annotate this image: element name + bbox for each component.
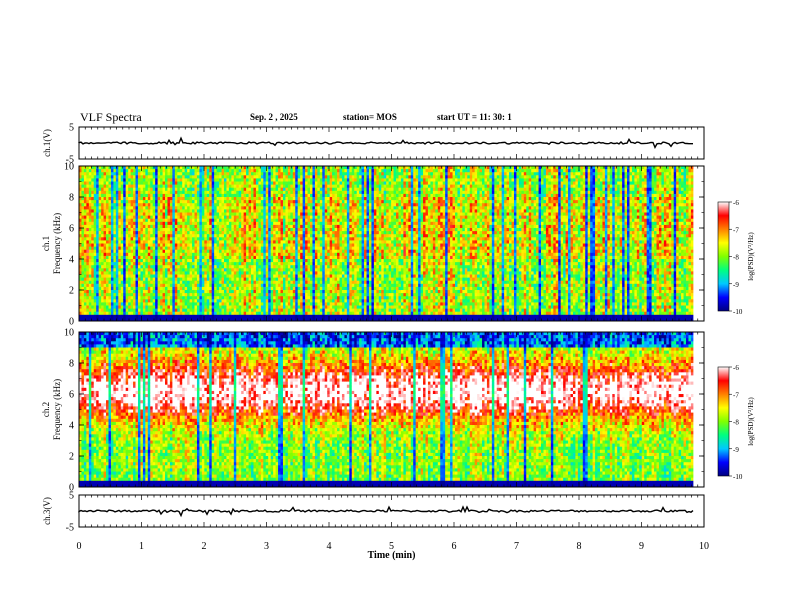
channel-label: ch.1(V)	[42, 129, 52, 157]
colorbar-tick-label: -9	[733, 446, 739, 454]
panel-ch-1-v-: 5 -5 ch.1(V)	[42, 123, 705, 166]
y-tick-label: 6	[69, 390, 74, 401]
station-label: station= MOS	[343, 112, 397, 122]
spectrogram-image	[79, 166, 694, 322]
y-axis-label: Frequency (kHz)	[52, 379, 62, 440]
x-tick-label: 5	[389, 541, 394, 552]
y-axis-label: Frequency (kHz)	[52, 213, 62, 274]
y-tick-label: 5	[69, 123, 74, 134]
y-tick-label: 10	[64, 162, 74, 173]
colorbar-tick-label: -10	[733, 473, 743, 481]
y-tick-label: 4	[69, 421, 74, 432]
y-tick-label: 6	[69, 224, 74, 235]
colorbar-tick-label: -8	[733, 254, 739, 262]
colorbar-gradient	[717, 201, 730, 312]
channel-label: ch.2	[41, 402, 51, 417]
colorbar: -6 -7 -8 -9 -10 log(PSD)(V²/Hz)	[717, 199, 755, 316]
channel-label: ch.3(V)	[42, 497, 52, 525]
no-data-region	[693, 166, 704, 321]
x-tick-label: 8	[577, 541, 582, 552]
y-tick-label: 2	[69, 452, 74, 463]
colorbar-tick-label: -8	[733, 419, 739, 427]
y-tick-label: 8	[69, 359, 74, 370]
colorbar-tick-label: -9	[733, 281, 739, 289]
colorbar-tick-label: -6	[733, 364, 739, 372]
y-tick-label: 2	[69, 286, 74, 297]
panel-ch-1: 0 2 4 6 8 10 ch.1 Frequency (kHz) -6 -7 -8 -9 -10 log…	[41, 162, 755, 328]
x-tick-label: 9	[639, 541, 644, 552]
panel-ch-3-v-: 5 -5 ch.3(V)	[42, 491, 705, 534]
y-tick-label: 8	[69, 193, 74, 204]
date-label: Sep. 2 , 2025	[250, 112, 298, 122]
x-tick-label: 6	[452, 541, 457, 552]
colorbar-label: log(PSD)(V²/Hz)	[747, 397, 755, 446]
channel-label: ch.1	[41, 236, 51, 251]
x-tick-label: 4	[327, 541, 332, 552]
colorbar-gradient	[717, 366, 730, 477]
waveform-trace	[78, 505, 694, 518]
y-tick-label: 0	[69, 317, 74, 328]
start-time-label: start UT = 11: 30: 1	[437, 112, 512, 122]
colorbar: -6 -7 -8 -9 -10 log(PSD)(V²/Hz)	[717, 364, 755, 481]
no-data-region	[693, 332, 704, 487]
y-tick-label: 0	[69, 483, 74, 494]
y-tick-label: -5	[66, 523, 74, 534]
y-tick-label: -5	[66, 155, 74, 166]
x-tick-label: 0	[77, 541, 82, 552]
waveform-trace	[78, 136, 693, 150]
x-tick-label: 2	[202, 541, 207, 552]
y-tick-label: 4	[69, 255, 74, 266]
colorbar-tick-label: -7	[733, 226, 739, 234]
x-tick-label: 7	[514, 541, 519, 552]
y-tick-label: 5	[69, 491, 74, 502]
x-tick-label: 10	[699, 541, 709, 552]
x-axis-label: Time (min)	[368, 550, 416, 561]
chart-title: VLF Spectra	[80, 110, 142, 125]
panel-ch-2: 0 2 4 6 8 10 ch.2 Frequency (kHz) -6 -7 -8 -9 -10 log…	[41, 328, 755, 494]
x-tick-label: 1	[139, 541, 144, 552]
colorbar-label: log(PSD)(V²/Hz)	[747, 232, 755, 281]
colorbar-tick-label: -7	[733, 391, 739, 399]
colorbar-tick-label: -6	[733, 199, 739, 207]
spectrogram-image	[79, 332, 694, 488]
y-tick-label: 10	[64, 328, 74, 339]
x-tick-label: 3	[264, 541, 269, 552]
colorbar-tick-label: -10	[733, 308, 743, 316]
